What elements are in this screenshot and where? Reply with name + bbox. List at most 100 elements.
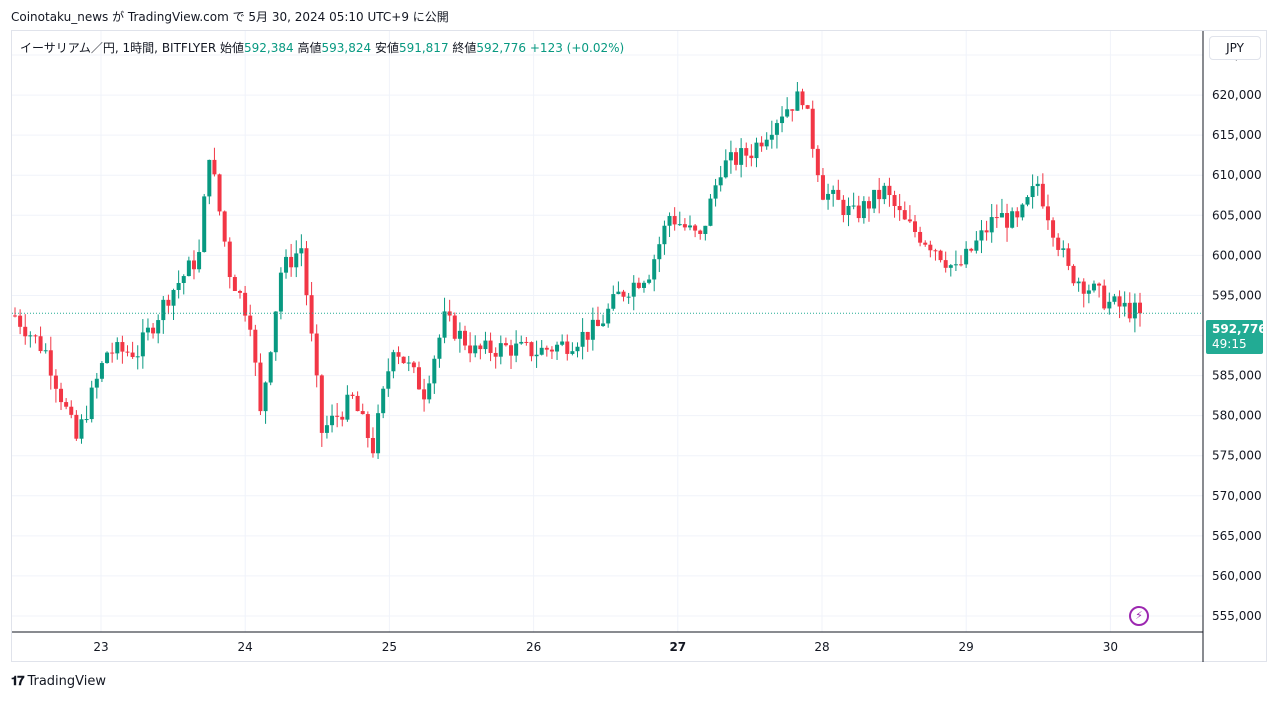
candle-body [1040,183,1045,207]
candle-body [994,217,999,219]
currency-button[interactable]: JPY [1209,36,1261,60]
candle-body [626,296,631,298]
candle-body [754,142,759,159]
candle-body [616,291,621,295]
candle-body [263,382,268,412]
candle-body [892,195,897,207]
y-tick-label: 565,000 [1212,529,1262,543]
grid-lines [12,31,1203,632]
candle-body [125,351,130,353]
candle-body [391,352,396,372]
candle-body [278,272,283,312]
x-tick-label: 24 [238,640,253,654]
brand-name: TradingView [27,674,107,689]
last-price-value: 592,776 [1212,322,1267,336]
candle-body [212,159,217,175]
candle-body [1020,204,1025,218]
candle-body [826,193,831,200]
y-tick-label: 575,000 [1212,449,1262,463]
candle-body [984,230,989,233]
candle-body [13,315,17,317]
candle-body [135,356,140,358]
tradingview-brand[interactable]: 𝟏𝟕 TradingView [11,674,106,689]
candle-body [1076,281,1081,284]
y-tick-label: 610,000 [1212,168,1262,182]
y-tick-label: 600,000 [1212,248,1262,262]
candle-body [43,350,48,352]
bar-countdown: 49:15 [1212,337,1247,351]
candle-body [1112,296,1117,302]
candle-body [999,213,1004,218]
candle-body [514,343,519,356]
candle-body [427,383,432,400]
y-tick-label: 560,000 [1212,569,1262,583]
x-tick-label: 29 [959,640,974,654]
candle-body [268,352,273,383]
candle-body [442,311,447,338]
lightning-icon[interactable]: ⚡ [1129,606,1149,626]
candle-body [872,189,877,209]
candle-body [411,362,416,368]
candle-body [1051,220,1056,238]
candle-body [728,152,733,161]
candle-body [933,250,938,252]
candle-body [1117,296,1122,307]
tradingview-logo-icon: 𝟏𝟕 [11,674,25,689]
candle-body [1081,281,1086,294]
candle-body [948,265,953,268]
candle-body [877,189,882,200]
candle-body [590,319,595,340]
candle-body [1025,197,1030,205]
candle-body [897,206,902,211]
candle-body [749,155,754,159]
candle-body [549,349,554,352]
x-tick-label: 28 [814,640,829,654]
candle-body [1107,301,1112,309]
candle-body [831,189,836,194]
candle-body [529,342,534,357]
y-tick-label: 555,000 [1212,609,1262,623]
candle-body [181,276,186,283]
y-tick-label: 615,000 [1212,128,1262,142]
candle-body [800,91,805,106]
candle-body [314,333,319,376]
candle-body [560,341,565,345]
candle-body [677,224,682,226]
candle-body [304,248,309,296]
candle-body [422,389,427,400]
candle-body [774,123,779,135]
candle-body [381,388,386,414]
candle-body [641,282,646,288]
candle-body [74,414,79,439]
candle-body [350,394,355,396]
candle-body [416,367,421,390]
candle-body [115,342,120,354]
candle-body [130,352,135,358]
y-tick-label: 570,000 [1212,489,1262,503]
candle-body [99,363,104,379]
candle-body [815,148,820,176]
candle-body [974,240,979,251]
candle-body [744,148,749,156]
publish-header: Coinotaku_news が TradingView.com で 5月 30… [11,10,449,24]
candle-body [110,352,115,354]
candle-body [376,413,381,454]
candle-body [846,205,851,216]
candle-body [662,225,667,245]
candle-body [1138,302,1142,314]
candle-body [1122,302,1127,307]
candle-body [1010,211,1015,228]
candle-body [84,419,89,421]
candle-body [197,252,202,270]
candle-body [1097,283,1102,286]
y-tick-label: 595,000 [1212,288,1262,302]
candle-body [718,177,723,186]
y-tick-label: 605,000 [1212,208,1262,222]
candle-body [38,336,43,352]
axes: 625,000620,000615,000610,000605,000600,0… [12,31,1262,662]
candle-body [805,105,810,109]
high-value: 593,824 [321,41,372,55]
candle-body [595,319,600,327]
candle-body [432,358,437,384]
